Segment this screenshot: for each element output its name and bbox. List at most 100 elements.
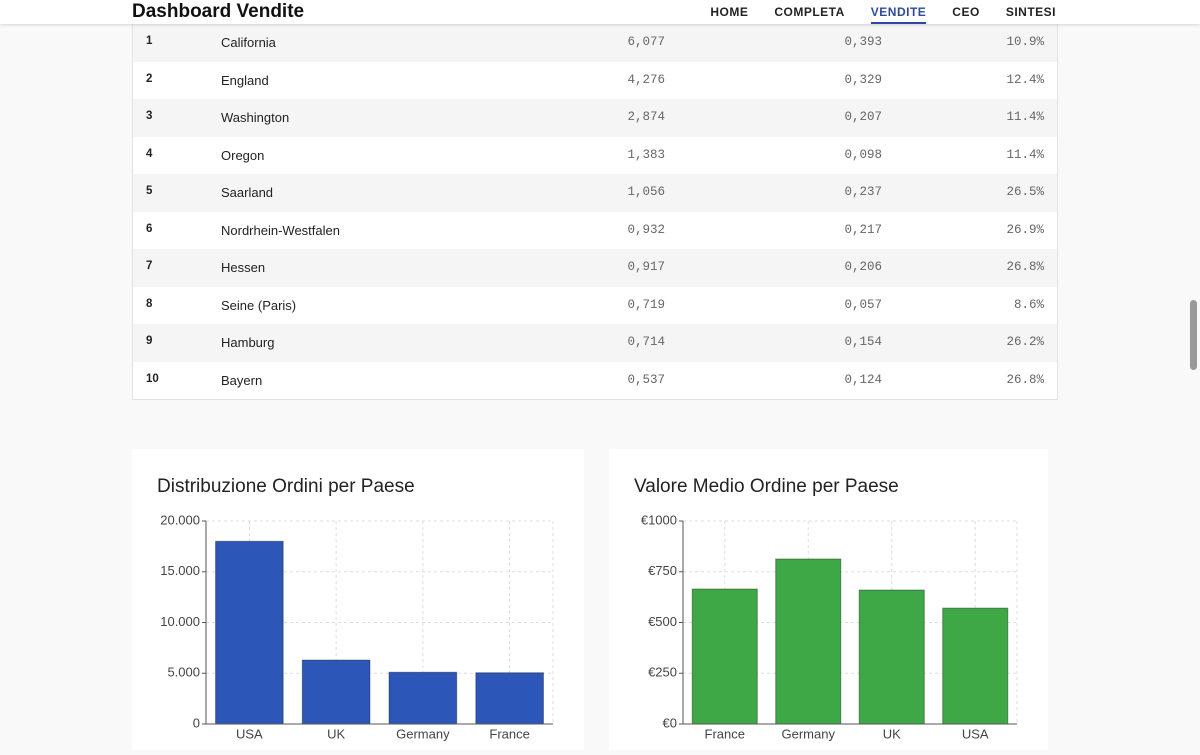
bar — [301, 659, 371, 725]
table-cell: 6 — [146, 222, 153, 235]
table-cell: Bayern — [221, 372, 263, 388]
chart-card: Distribuzione Ordini per Paese 0 5.000 10.0… — [132, 449, 584, 750]
table-cell: 0,932 — [627, 222, 665, 237]
bar — [942, 607, 1009, 725]
table-row: 10 Bayern 0,537 0,124 26.8% — [133, 362, 1057, 400]
nav-link[interactable]: SINTESI — [1005, 5, 1056, 19]
x-tick-label: USA — [236, 726, 263, 741]
x-tick-label: France — [489, 726, 529, 741]
bar — [475, 672, 544, 725]
table-cell: 6,077 — [627, 35, 665, 49]
y-tick-label: €1000 — [641, 512, 677, 527]
table-cell: 0,329 — [844, 72, 882, 87]
table-cell: 26.9% — [1006, 222, 1044, 237]
table-cell: 1 — [146, 35, 153, 47]
nav-link[interactable]: VENDITE — [870, 5, 927, 24]
table-cell: 0,057 — [844, 297, 882, 312]
table-cell: 2,874 — [627, 110, 665, 124]
table-row: 2 England 4,276 0,329 12.4% — [133, 62, 1057, 100]
app-title: Dashboard Vendite — [132, 1, 305, 22]
table-row: 8 Seine (Paris) 0,719 0,057 8.6% — [133, 287, 1057, 325]
x-tick-label: Germany — [782, 726, 836, 741]
table: 1 California 6,077 0,393 10.9% 2 England 4,276 0… — [132, 24, 1058, 400]
table-cell: 1,056 — [627, 185, 665, 199]
table-cell: 11.4% — [1006, 110, 1044, 124]
table-cell: Hessen — [221, 260, 266, 275]
scrollbar[interactable] — [1190, 300, 1197, 370]
table-cell: 26.5% — [1006, 185, 1044, 199]
nav-link[interactable]: CEO — [952, 5, 980, 19]
table-row: 5 Saarland 1,056 0,237 26.5% — [133, 174, 1057, 212]
table-cell: 0,206 — [844, 260, 882, 274]
table-cell: 8 — [146, 297, 153, 310]
table-cell: 1,383 — [627, 147, 665, 162]
table-cell: 0,917 — [627, 260, 665, 274]
table-cell: Oregon — [221, 147, 265, 163]
table-cell: 26.8% — [1006, 372, 1044, 387]
table-cell: Washington — [221, 110, 290, 125]
table-row: 4 Oregon 1,383 0,098 11.4% — [133, 137, 1057, 175]
table-row: 6 Nordrhein-Westfalen 0,932 0,217 26.9% — [133, 212, 1057, 250]
table-cell: 10.9% — [1006, 35, 1044, 49]
table-cell: 7 — [146, 260, 153, 272]
table-cell: Saarland — [221, 185, 274, 200]
chart: Distribuzione Ordini per Paese 0 5.000 10.0… — [157, 476, 554, 741]
table-cell: 0,237 — [844, 185, 882, 199]
bar — [691, 588, 758, 725]
table-cell: England — [221, 72, 269, 88]
nav-link[interactable]: COMPLETA — [774, 5, 845, 19]
table-cell: 0,154 — [844, 335, 882, 349]
table-row: 3 Washington 2,874 0,207 11.4% — [133, 99, 1057, 137]
x-tick-label: France — [705, 726, 745, 741]
nav: HOME COMPLETA VENDITE CEO SINTESI — [710, 5, 1056, 24]
table-cell: 0,393 — [844, 35, 882, 49]
x-tick-label: UK — [883, 726, 901, 741]
y-tick-label: €0 — [663, 715, 677, 730]
chart-title: Valore Medio Ordine per Paese — [634, 476, 899, 497]
table-cell: Seine (Paris) — [221, 297, 297, 313]
table-cell: 12.4% — [1006, 72, 1044, 87]
y-tick-label: €250 — [648, 665, 677, 680]
bar — [858, 589, 925, 725]
table-cell: 9 — [146, 335, 153, 347]
table-cell: 0,714 — [627, 335, 665, 349]
table-row: 7 Hessen 0,917 0,206 26.8% — [133, 249, 1057, 287]
y-tick-label: 20.000 — [160, 512, 200, 527]
header: Dashboard Vendite HOME COMPLETA VENDITE CEO… — [0, 0, 1200, 24]
table-cell: 10 — [146, 372, 159, 385]
table-cell: 0,207 — [844, 110, 882, 124]
table-row: 9 Hamburg 0,714 0,154 26.2% — [133, 324, 1057, 362]
x-tick-label: Germany — [396, 726, 450, 741]
table-cell: 4 — [146, 147, 153, 160]
table-cell: 3 — [146, 110, 153, 122]
table-cell: 0,537 — [627, 372, 665, 387]
chart: Valore Medio Ordine per Paese €0 €250 €500 €… — [634, 476, 1018, 741]
table-cell: 26.8% — [1006, 260, 1044, 274]
table-cell: 26.2% — [1006, 335, 1044, 349]
table-cell: 4,276 — [627, 72, 665, 87]
y-tick-label: 0 — [193, 715, 200, 730]
table-row: 1 California 6,077 0,393 10.9% — [133, 24, 1057, 62]
x-tick-label: USA — [962, 726, 989, 741]
nav-link[interactable]: HOME — [710, 5, 749, 19]
y-tick-label: 5.000 — [167, 665, 200, 680]
y-tick-label: 10.000 — [160, 614, 200, 629]
bar — [775, 558, 842, 725]
table-cell: 5 — [146, 185, 153, 197]
bar — [388, 671, 458, 725]
bar — [215, 540, 284, 725]
y-tick-label: €750 — [648, 563, 677, 578]
table-cell: Hamburg — [221, 335, 275, 350]
table-cell: 8.6% — [1013, 297, 1044, 312]
chart-title: Distribuzione Ordini per Paese — [157, 476, 415, 497]
chart-card: Valore Medio Ordine per Paese €0 €250 €500 €… — [609, 449, 1048, 750]
table-cell: 2 — [146, 72, 153, 85]
table-cell: Nordrhein-Westfalen — [221, 222, 340, 238]
table-cell: 0,217 — [844, 222, 882, 237]
table-cell: 0,719 — [627, 297, 665, 312]
table-cell: California — [221, 35, 276, 50]
table-cell: 11.4% — [1006, 147, 1044, 162]
table-cell: 0,124 — [844, 372, 882, 387]
table-cell: 0,098 — [844, 147, 882, 162]
